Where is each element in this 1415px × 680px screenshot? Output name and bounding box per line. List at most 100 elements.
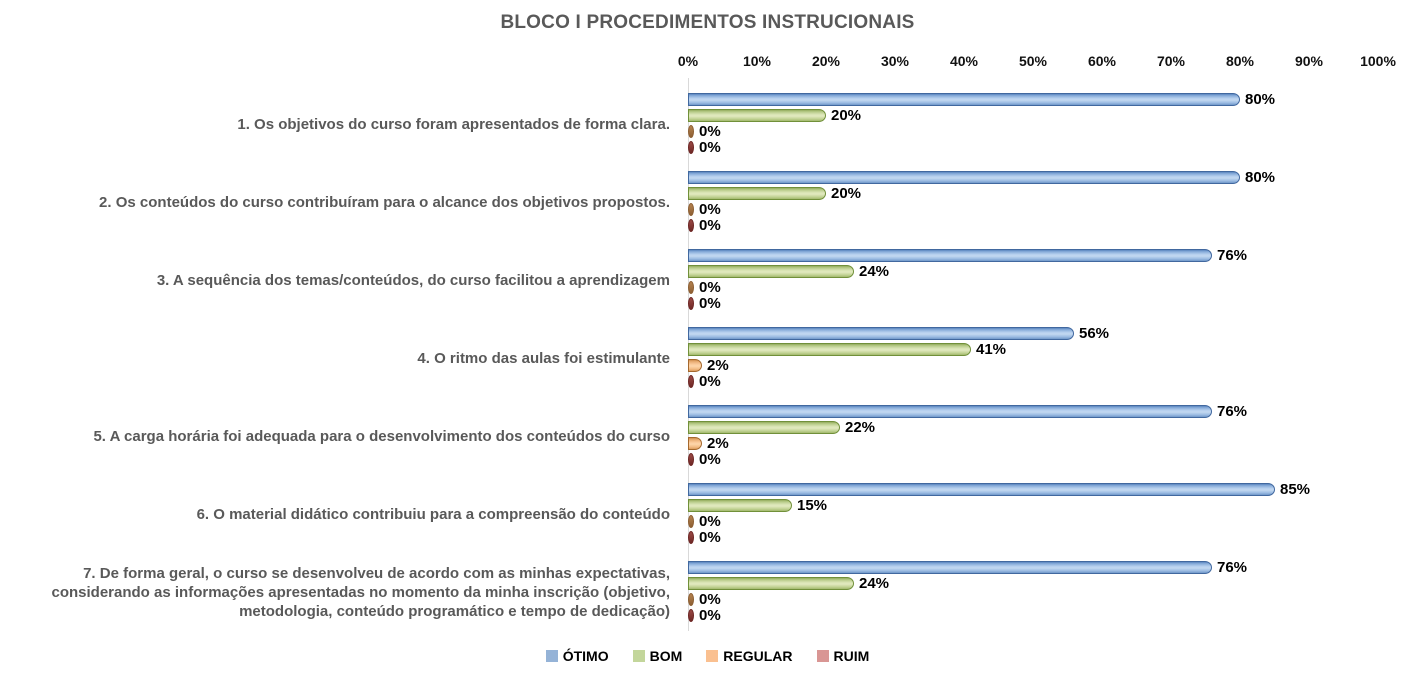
category-bars: 76% 22% 2% 0% xyxy=(688,397,1415,475)
value-label: 0% xyxy=(699,373,721,390)
value-label: 85% xyxy=(1280,481,1311,498)
bar-bom xyxy=(688,187,826,200)
value-label: 80% xyxy=(1245,91,1276,108)
x-axis-tick: 60% xyxy=(1087,53,1117,69)
bar-bom xyxy=(688,265,854,278)
legend-swatch-icon xyxy=(632,650,645,662)
bar-row: 0% xyxy=(688,139,1415,156)
bar-ótimo xyxy=(688,561,1212,574)
x-axis-tick: 40% xyxy=(949,53,979,69)
legend-label: REGULAR xyxy=(723,648,793,664)
bar-row: 76% xyxy=(688,247,1415,264)
bar-row: 0% xyxy=(688,123,1415,140)
value-label: 41% xyxy=(976,341,1007,358)
x-axis: 0% 10% 20% 30% 40% 50% 60% 70% 80% 90% 100% xyxy=(0,53,1415,71)
category-bars: 56% 41% 2% 0% xyxy=(688,319,1415,397)
value-label: 2% xyxy=(707,435,729,452)
bar-ótimo xyxy=(688,483,1275,496)
bar-ótimo xyxy=(688,93,1240,106)
value-label: 15% xyxy=(797,497,828,514)
legend-swatch-icon xyxy=(816,650,829,662)
legend-swatch-icon xyxy=(545,650,558,662)
value-label: 80% xyxy=(1245,169,1276,186)
zero-dot-regular xyxy=(688,125,694,138)
bar-row: 0% xyxy=(688,201,1415,218)
value-label: 0% xyxy=(699,607,721,624)
x-axis-tick: 100% xyxy=(1360,53,1396,69)
category-bars: 85% 15% 0% 0% xyxy=(688,475,1415,553)
value-label: 20% xyxy=(831,107,862,124)
value-label: 24% xyxy=(859,575,890,592)
category-group: 5. A carga horária foi adequada para o d… xyxy=(0,397,1415,475)
x-axis-tick: 80% xyxy=(1225,53,1255,69)
bar-row: 76% xyxy=(688,403,1415,420)
zero-dot-ruim xyxy=(688,297,694,310)
value-label: 0% xyxy=(699,217,721,234)
zero-dot-regular xyxy=(688,203,694,216)
category-bars: 80% 20% 0% 0% xyxy=(688,85,1415,163)
bar-row: 0% xyxy=(688,373,1415,390)
category-label: 7. De forma geral, o curso se desenvolve… xyxy=(51,564,671,620)
value-label: 20% xyxy=(831,185,862,202)
legend: ÓTIMO BOM REGULAR RUIM xyxy=(0,648,1415,664)
zero-dot-regular xyxy=(688,593,694,606)
chart-title: BLOCO I PROCEDIMENTOS INSTRUCIONAIS xyxy=(500,12,915,33)
bar-row: 0% xyxy=(688,513,1415,530)
zero-dot-ruim xyxy=(688,531,694,544)
legend-label: ÓTIMO xyxy=(562,648,609,664)
zero-dot-ruim xyxy=(688,141,694,154)
category-bars: 76% 24% 0% 0% xyxy=(688,241,1415,319)
bar-row: 0% xyxy=(688,217,1415,234)
bar-row: 41% xyxy=(688,341,1415,358)
bar-row: 0% xyxy=(688,529,1415,546)
bar-row: 0% xyxy=(688,451,1415,468)
category-group: 2. Os conteúdos do curso contribuíram pa… xyxy=(0,163,1415,241)
bar-row: 0% xyxy=(688,279,1415,296)
bar-row: 85% xyxy=(688,481,1415,498)
value-label: 22% xyxy=(845,419,876,436)
value-label: 0% xyxy=(699,529,721,546)
value-label: 0% xyxy=(699,591,721,608)
bar-row: 24% xyxy=(688,575,1415,592)
category-label: 4. O ritmo das aulas foi estimulante xyxy=(417,349,670,367)
legend-item-regular: REGULAR xyxy=(706,648,793,664)
legend-label: BOM xyxy=(649,648,683,664)
category-bars: 76% 24% 0% 0% xyxy=(688,553,1415,631)
bar-row: 0% xyxy=(688,607,1415,624)
value-label: 0% xyxy=(699,123,721,140)
bar-bom xyxy=(688,421,840,434)
bar-row: 0% xyxy=(688,591,1415,608)
x-axis-tick: 90% xyxy=(1294,53,1324,69)
value-label: 76% xyxy=(1217,559,1248,576)
bar-row: 20% xyxy=(688,107,1415,124)
legend-swatch-icon xyxy=(706,650,719,662)
bar-bom xyxy=(688,109,826,122)
legend-item-ótimo: ÓTIMO xyxy=(545,648,609,664)
value-label: 0% xyxy=(699,279,721,296)
category-label: 2. Os conteúdos do curso contribuíram pa… xyxy=(99,193,670,211)
bar-regular xyxy=(688,437,702,450)
category-group: 6. O material didático contribuiu para a… xyxy=(0,475,1415,553)
x-axis-tick: 70% xyxy=(1156,53,1186,69)
bar-regular xyxy=(688,359,702,372)
category-label: 5. A carga horária foi adequada para o d… xyxy=(93,427,670,445)
value-label: 0% xyxy=(699,295,721,312)
value-label: 0% xyxy=(699,139,721,156)
bar-ótimo xyxy=(688,327,1074,340)
bar-row: 76% xyxy=(688,559,1415,576)
bar-bom xyxy=(688,343,971,356)
category-group: 3. A sequência dos temas/conteúdos, do c… xyxy=(0,241,1415,319)
legend-item-bom: BOM xyxy=(632,648,683,664)
category-bars: 80% 20% 0% 0% xyxy=(688,163,1415,241)
category-group: 4. O ritmo das aulas foi estimulante 56% 4… xyxy=(0,319,1415,397)
x-axis-tick: 30% xyxy=(880,53,910,69)
bar-row: 15% xyxy=(688,497,1415,514)
bar-ótimo xyxy=(688,405,1212,418)
x-axis-tick: 20% xyxy=(811,53,841,69)
bar-row: 22% xyxy=(688,419,1415,436)
x-axis-tick: 0% xyxy=(677,53,699,69)
bar-row: 2% xyxy=(688,357,1415,374)
category-label: 3. A sequência dos temas/conteúdos, do c… xyxy=(156,271,670,289)
bar-row: 56% xyxy=(688,325,1415,342)
